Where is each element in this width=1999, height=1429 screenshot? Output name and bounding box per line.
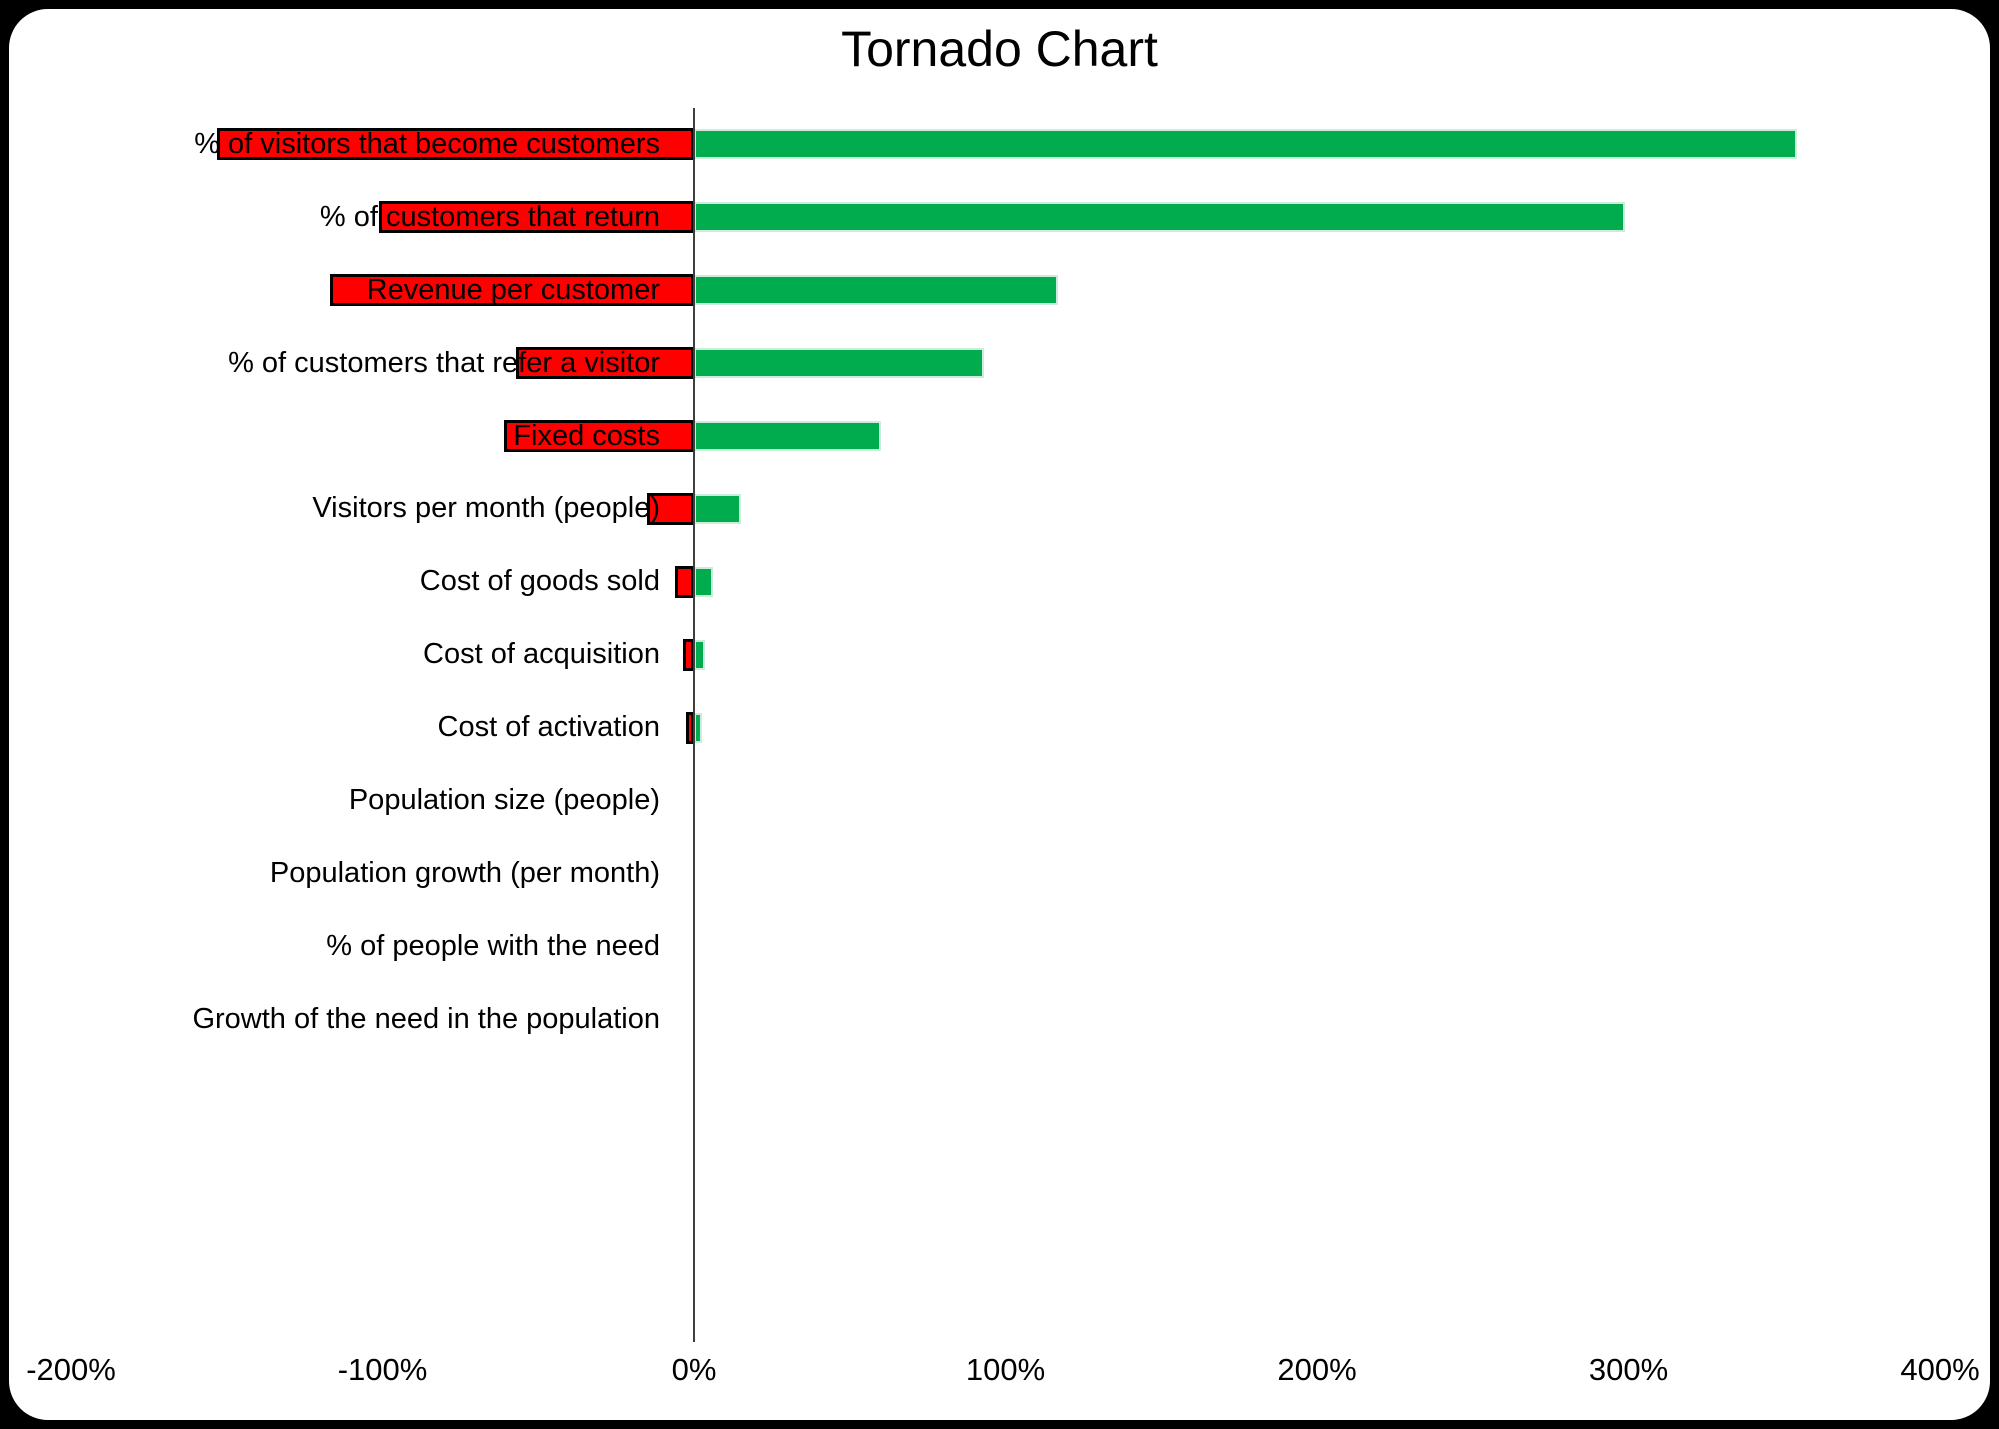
bar-positive [694, 639, 705, 670]
x-axis-tick-label: 300% [1588, 1352, 1669, 1387]
bar-negative [686, 711, 694, 744]
x-axis-tick-label: -200% [26, 1352, 116, 1387]
x-axis-tick-label: -100% [337, 1352, 428, 1387]
bar-positive [694, 712, 702, 743]
x-axis-tick-label: 200% [1277, 1352, 1357, 1387]
bar-positive [694, 129, 1797, 160]
category-label: Population growth (per month) [269, 856, 660, 889]
category-label: Revenue per customer [366, 273, 660, 306]
bar-negative [647, 492, 694, 525]
x-axis-tick-label: 100% [965, 1352, 1046, 1387]
bar-negative [516, 347, 694, 380]
category-label: Cost of activation [437, 711, 660, 744]
category-label: Cost of acquisition [423, 638, 660, 671]
chart-frame [6, 6, 1993, 1423]
category-label: Population size (people) [348, 784, 660, 817]
bar-positive [694, 202, 1626, 233]
bar-positive [694, 348, 984, 379]
zero-axis-line [693, 108, 695, 1342]
x-axis-tick-label: 400% [1900, 1352, 1980, 1387]
category-label: % of visitors that become customers [194, 127, 660, 160]
bar-negative [683, 638, 694, 671]
category-label: Fixed costs [513, 419, 660, 452]
category-label: % of customers that return [319, 200, 660, 233]
bar-negative [329, 274, 694, 307]
category-label: % of customers that refer a visitor [228, 346, 660, 379]
bar-positive [694, 566, 713, 597]
category-label: Cost of goods sold [419, 565, 660, 598]
bar-positive [694, 493, 741, 524]
bar-negative [675, 565, 694, 598]
bar-positive [694, 275, 1059, 306]
chart-title: Tornado Chart [841, 21, 1158, 77]
x-axis-tick-label: 0% [671, 1352, 717, 1387]
bar-negative [503, 420, 694, 453]
category-label: % of people with the need [326, 929, 660, 962]
bar-negative [379, 201, 694, 234]
bar-positive [694, 421, 881, 452]
bar-negative [217, 128, 694, 161]
category-label: Growth of the need in the population [192, 1002, 660, 1035]
category-label: Visitors per month (people) [312, 492, 660, 525]
